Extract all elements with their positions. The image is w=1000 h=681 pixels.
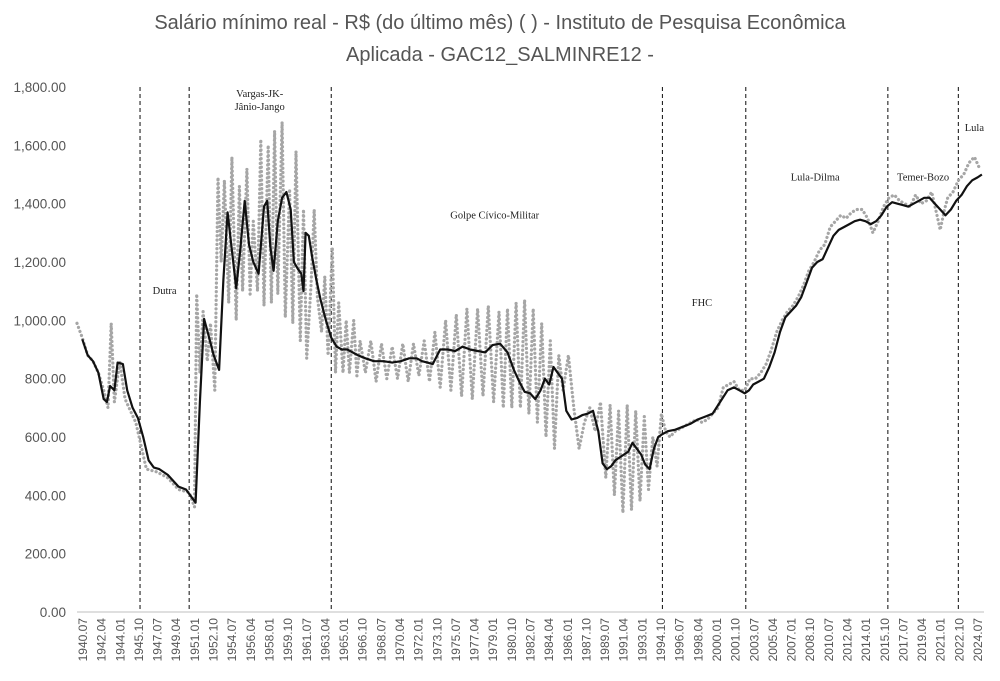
period-annotations: Dutra Vargas-JK- Jânio-Jango Golpe Cívico-M…	[153, 89, 985, 309]
series-monthly-dotted	[75, 120, 982, 515]
x-tick-label: 1991.04	[617, 618, 631, 662]
x-axis-tick-labels: 1940.07 1942.04 1944.01 1945.10 1947.07 1949.…	[76, 618, 985, 662]
x-tick-label: 1980.10	[505, 618, 519, 662]
x-tick-label: 2010.07	[822, 618, 836, 662]
x-tick-label: 1965.01	[337, 618, 351, 662]
x-tick-label: 1977.04	[468, 618, 482, 662]
x-tick-label: 2021.01	[934, 618, 948, 662]
x-tick-label: 1942.04	[95, 618, 109, 662]
chart-title-line-2: Aplicada - GAC12_SALMINRE12 -	[346, 44, 654, 66]
chart-title-line-1: Salário mínimo real - R$ (do último mês)…	[154, 12, 846, 34]
x-tick-label: 2017.07	[896, 618, 910, 662]
x-tick-label: 1989.07	[598, 618, 612, 662]
x-tick-label: 2000.01	[710, 618, 724, 662]
y-tick-label: 200.00	[25, 547, 66, 562]
x-tick-label: 2005.04	[766, 618, 780, 662]
x-tick-label: 1986.01	[561, 618, 575, 662]
x-tick-label: 2001.10	[729, 618, 743, 662]
x-tick-label: 1972.01	[412, 618, 426, 662]
x-tick-label: 2022.10	[952, 618, 966, 662]
x-tick-label: 2024.07	[971, 618, 985, 662]
period-annotation-label: Temer-Bozo	[897, 172, 949, 183]
x-tick-label: 1951.01	[188, 618, 202, 662]
period-annotation-label: Dutra	[153, 286, 177, 297]
x-tick-label: 1973.10	[430, 618, 444, 662]
y-tick-label: 1,400.00	[13, 197, 66, 212]
x-tick-label: 1982.07	[524, 618, 538, 662]
period-annotation-label: Golpe Cívico-Militar	[450, 210, 539, 221]
x-tick-label: 1958.01	[262, 618, 276, 662]
x-tick-label: 2019.04	[915, 618, 929, 662]
period-annotation-label: Vargas-JK-	[236, 89, 284, 100]
x-tick-label: 1947.07	[151, 618, 165, 662]
x-tick-label: 1998.04	[691, 618, 705, 662]
y-tick-label: 0.00	[40, 605, 66, 620]
period-annotation-label: Jânio-Jango	[235, 102, 285, 113]
x-tick-label: 2015.10	[878, 618, 892, 662]
x-tick-label: 1959.10	[281, 618, 295, 662]
x-tick-label: 1949.04	[169, 618, 183, 662]
x-tick-label: 2008.10	[803, 618, 817, 662]
x-tick-label: 1966.10	[356, 618, 370, 662]
x-tick-label: 1975.07	[449, 618, 463, 662]
x-tick-label: 2014.01	[859, 618, 873, 662]
x-tick-label: 1956.04	[244, 618, 258, 662]
series-moving-average-line	[81, 173, 983, 504]
x-tick-label: 1940.07	[76, 618, 90, 662]
x-tick-label: 2003.07	[747, 618, 761, 662]
x-tick-label: 1987.10	[579, 618, 593, 662]
y-tick-label: 800.00	[25, 372, 66, 387]
period-annotation-label: FHC	[692, 298, 712, 309]
y-tick-label: 600.00	[25, 430, 66, 445]
y-tick-label: 1,000.00	[13, 313, 66, 328]
x-tick-label: 1993.01	[635, 618, 649, 662]
series-dotted-path	[75, 120, 982, 515]
x-tick-label: 1944.01	[113, 618, 127, 662]
x-tick-label: 1984.04	[542, 618, 556, 662]
x-tick-label: 1954.07	[225, 618, 239, 662]
x-tick-label: 1945.10	[132, 618, 146, 662]
x-tick-label: 1994.10	[654, 618, 668, 662]
x-tick-label: 1996.07	[673, 618, 687, 662]
period-annotation-label: Lula	[965, 123, 985, 134]
x-tick-label: 2007.01	[785, 618, 799, 662]
y-axis-tick-labels: 0.00 200.00 400.00 600.00 800.00 1,000.00 1,20…	[13, 80, 66, 620]
x-tick-label: 1979.01	[486, 618, 500, 662]
y-tick-label: 1,800.00	[13, 80, 66, 95]
y-tick-label: 1,600.00	[13, 138, 66, 153]
y-tick-label: 400.00	[25, 488, 66, 503]
period-annotation-label: Lula-Dilma	[791, 172, 840, 183]
x-tick-label: 1961.07	[300, 618, 314, 662]
x-tick-label: 2012.04	[840, 618, 854, 662]
series-solid-path	[81, 173, 983, 504]
x-tick-label: 1970.04	[393, 618, 407, 662]
x-tick-label: 1963.04	[318, 618, 332, 662]
period-dividers	[139, 87, 959, 612]
x-tick-label: 1952.10	[207, 618, 221, 662]
y-tick-label: 1,200.00	[13, 255, 66, 270]
x-tick-label: 1968.07	[374, 618, 388, 662]
